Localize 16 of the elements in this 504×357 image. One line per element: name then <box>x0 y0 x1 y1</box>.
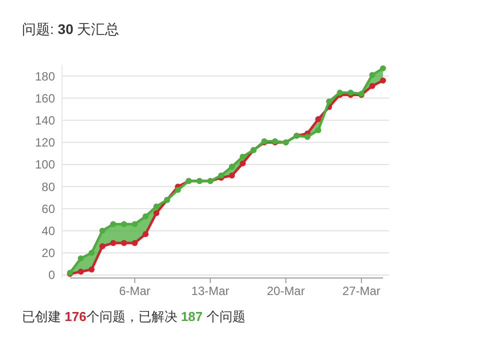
chart-title: 问题: 30 天汇总 <box>22 21 120 37</box>
y-tick-label: 100 <box>34 158 56 172</box>
x-tick-label: 6-Mar <box>119 284 150 298</box>
x-tick-label: 13-Mar <box>191 284 230 298</box>
y-tick-label: 80 <box>42 180 56 194</box>
text: 已创建 176个问题，已解决 187 个问题 <box>22 309 246 324</box>
y-tick-label: 140 <box>34 113 56 128</box>
x-tick-label: 20-Mar <box>266 284 305 298</box>
x-tick-label: 27-Mar <box>342 284 380 298</box>
y-tick-label: 40 <box>42 224 56 238</box>
y-tick-label: 120 <box>34 136 56 150</box>
y-tick-label: 0 <box>48 268 56 282</box>
y-tick-label: 180 <box>34 69 56 84</box>
y-tick-label: 60 <box>42 202 56 216</box>
y-tick-label: 20 <box>42 246 56 260</box>
y-tick-label: 160 <box>34 91 56 106</box>
